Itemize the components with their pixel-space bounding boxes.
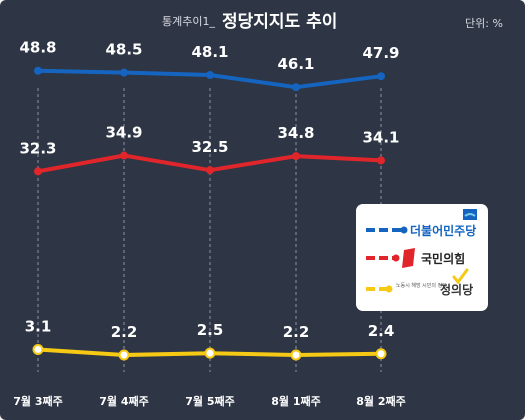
data-point bbox=[204, 347, 216, 359]
legend-slogan: 노동시 해방 시민의 정당 bbox=[396, 282, 447, 289]
x-tick-label: 8월 1째주 bbox=[271, 394, 321, 408]
legend-marker bbox=[385, 285, 393, 293]
series-points bbox=[32, 66, 387, 361]
data-label: 34.1 bbox=[362, 128, 399, 146]
data-point bbox=[118, 349, 130, 361]
legend-marker bbox=[400, 226, 408, 234]
data-point bbox=[292, 83, 300, 92]
x-tick-label: 7월 4째주 bbox=[99, 394, 149, 408]
legend-label: 정의당 bbox=[440, 282, 473, 297]
data-label: 34.9 bbox=[105, 124, 142, 142]
data-label: 32.3 bbox=[19, 139, 56, 157]
justice-check-icon bbox=[452, 268, 469, 285]
data-label: 48.8 bbox=[19, 39, 56, 57]
data-label: 34.8 bbox=[277, 124, 314, 142]
x-tick-label: 7월 3째주 bbox=[13, 394, 63, 408]
legend: 더불어민주당 국민의힘 노동시 해방 시민의 정당 정의당 bbox=[356, 204, 488, 311]
data-point bbox=[375, 348, 387, 360]
data-label: 47.9 bbox=[362, 44, 399, 62]
data-point bbox=[32, 344, 44, 356]
data-label: 46.1 bbox=[277, 55, 314, 73]
data-label: 32.5 bbox=[191, 138, 228, 156]
legend-box bbox=[356, 204, 488, 311]
data-label: 2.2 bbox=[111, 323, 138, 341]
minjoo-flag-icon bbox=[463, 209, 477, 220]
data-point bbox=[290, 349, 302, 361]
data-point bbox=[120, 151, 128, 160]
x-axis-ticks: 7월 3째주 7월 4째주 7월 5째주 8월 1째주 8월 2째주 bbox=[13, 394, 406, 408]
legend-item-justice: 노동시 해방 시민의 정당 정의당 bbox=[366, 268, 473, 297]
data-label: 2.2 bbox=[283, 323, 310, 341]
data-point bbox=[292, 152, 300, 161]
data-point bbox=[206, 71, 214, 80]
legend-label: 더불어민주당 bbox=[410, 223, 476, 238]
data-label: 48.5 bbox=[105, 41, 142, 59]
value-labels: 48.8 48.5 48.1 46.1 47.9 32.3 34.9 32.5 34.8 34.1… bbox=[19, 39, 399, 341]
data-point bbox=[206, 166, 214, 175]
ppp-red-logo-icon bbox=[402, 248, 415, 268]
legend-item-minjoo: 더불어민주당 bbox=[366, 209, 477, 238]
legend-item-ppp: 국민의힘 bbox=[366, 248, 465, 268]
data-point bbox=[377, 72, 385, 81]
data-label: 3.1 bbox=[25, 318, 52, 336]
legend-marker bbox=[392, 254, 400, 262]
grid-lines bbox=[37, 88, 382, 372]
data-point bbox=[120, 68, 128, 77]
data-label: 2.4 bbox=[368, 322, 395, 340]
data-point bbox=[377, 156, 385, 165]
x-tick-label: 8월 2째주 bbox=[356, 394, 406, 408]
data-label: 2.5 bbox=[197, 321, 224, 339]
legend-label: 국민의힘 bbox=[421, 251, 465, 266]
chart-title: 정당지지도 추이 bbox=[222, 12, 337, 32]
data-label: 48.1 bbox=[191, 43, 228, 61]
data-point bbox=[34, 66, 42, 75]
unit-label: 단위: % bbox=[465, 17, 503, 30]
chart-title-prefix: 통계추이1_ bbox=[162, 15, 215, 28]
data-point bbox=[34, 167, 42, 176]
x-tick-label: 7월 5째주 bbox=[185, 394, 235, 408]
